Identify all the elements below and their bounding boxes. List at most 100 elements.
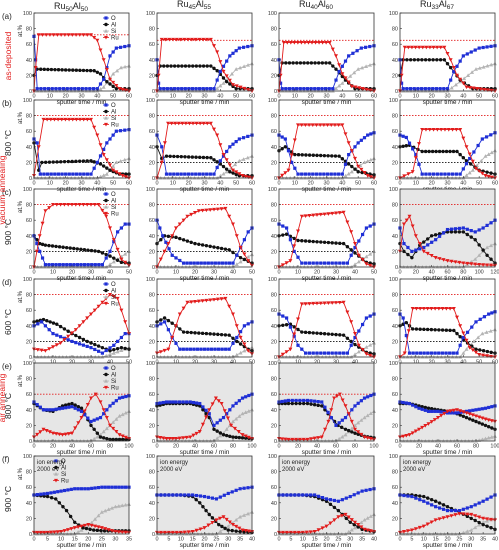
y-tick-label: 0 [152,355,155,361]
point-Ru [365,174,370,178]
point-O [102,147,106,151]
column-header: Ru45Al55 [177,0,211,11]
point-Ru [301,437,306,442]
point-Ru [303,214,308,218]
point-O [38,405,42,409]
point-Ru [336,515,341,519]
x-tick-label: 30 [88,270,94,276]
point-Ru [336,123,341,127]
point-O [215,78,219,82]
point-Al [105,79,109,84]
point-O [226,491,230,496]
point-Ru [436,416,440,420]
point-Al [437,501,442,505]
point-O [239,330,243,334]
point-Al [73,403,77,407]
y-tick-label: 80 [149,377,155,383]
point-Ru [200,208,205,213]
point-Al [346,428,351,433]
point-O [483,406,488,410]
y-tick-label: 80 [26,293,32,299]
point-Al [334,67,338,71]
point-Al [197,331,201,335]
x-tick-label: 40 [352,270,358,276]
x-tick-label: 20 [69,270,75,276]
point-O [237,399,241,403]
point-O [111,133,115,137]
x-tick-label: 0 [277,270,280,276]
y-tick-label: 60 [149,42,155,48]
point-O [426,243,430,247]
point-Si [123,64,128,69]
point-Ru [119,308,124,313]
point-Ru [469,262,474,266]
point-Al [280,147,284,151]
point-Al [120,437,125,442]
point-O [35,141,39,145]
point-Si [473,257,478,261]
point-Ru [340,398,345,403]
point-Al [295,61,299,65]
point-O [161,234,165,238]
point-Al [448,149,452,154]
point-Ru [51,33,56,37]
point-Ru [221,515,226,519]
point-O [111,50,115,54]
point-Ru [461,261,466,266]
point-O [235,335,239,340]
point-Ru [169,121,174,126]
point-Si [334,86,338,90]
point-Ru [59,117,64,122]
point-Ru [489,517,494,522]
point-O [455,64,459,68]
y-tick-label: 40 [149,324,155,330]
point-Al [429,407,434,411]
point-O [189,261,193,265]
point-O [69,487,73,491]
point-Al [166,318,171,323]
point-O [235,253,239,257]
point-O [368,487,372,492]
point-Al [215,160,219,164]
point-Al [356,432,360,436]
point-O [449,78,453,82]
point-Ru [189,37,194,42]
point-Ru [283,437,288,442]
legend-label: O [111,366,116,372]
point-Si [469,528,474,532]
point-Al [330,154,334,158]
point-O [439,410,443,414]
point-Ru [106,528,111,532]
y-tick-label: 0 [395,176,398,182]
y-tick-label: 80 [26,114,32,120]
point-Si [119,65,124,70]
point-Ru [315,301,319,306]
point-Al [95,70,100,74]
y-tick-label: 0 [152,89,155,95]
point-Ru [100,300,105,305]
point-Ru [417,242,422,246]
point-Al [298,401,302,406]
point-Si [110,506,115,510]
point-Si [233,162,238,167]
y-tick-label: 100 [389,277,398,283]
point-O [311,261,315,265]
point-Ru [113,530,118,534]
point-Ru [170,234,175,238]
point-Ru [353,156,357,161]
point-O [356,141,360,145]
y-axis-label: at.% [18,374,24,387]
point-O [212,87,216,91]
point-Al [55,160,59,164]
point-Ru [349,84,354,89]
point-Si [471,339,476,343]
point-Ru [208,208,213,212]
point-O [286,149,291,153]
point-O [280,87,284,91]
point-Ru [319,435,324,440]
point-O [104,366,108,370]
group-label-vacuum: vacuum annealing [0,155,7,224]
panel-frame [156,278,253,358]
point-Al [284,323,289,327]
x-tick-label: 15 [433,537,439,543]
